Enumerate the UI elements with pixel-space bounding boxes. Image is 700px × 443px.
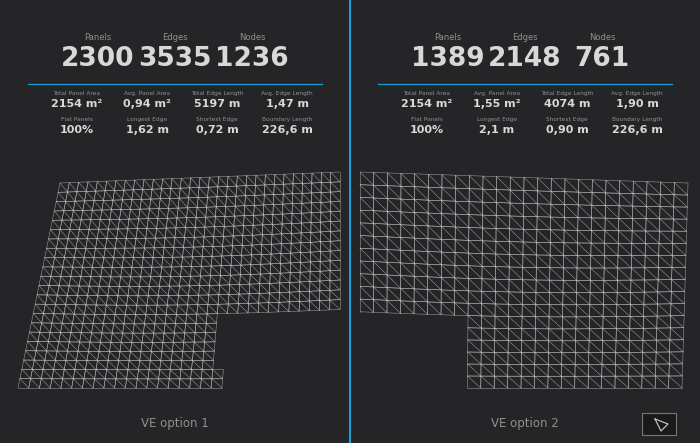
Bar [642,413,676,435]
Text: 5197 m: 5197 m [194,99,240,109]
Text: 0,72 m: 0,72 m [195,125,239,135]
Text: Nodes: Nodes [589,33,615,42]
Text: 0,94 m²: 0,94 m² [123,99,171,109]
Text: Shortest Edge: Shortest Edge [546,117,588,122]
Text: Avg. Panel Area: Avg. Panel Area [124,91,170,96]
Text: 761: 761 [575,46,629,72]
Text: Boundary Length: Boundary Length [262,117,312,122]
Text: Nodes: Nodes [239,33,265,42]
Text: VE option 1: VE option 1 [141,416,209,430]
Text: 1,90 m: 1,90 m [615,99,659,109]
Text: Shortest Edge: Shortest Edge [196,117,238,122]
Text: 0,90 m: 0,90 m [545,125,589,135]
Text: 226,6 m: 226,6 m [612,125,662,135]
Text: 100%: 100% [60,125,94,135]
Text: Total Panel Area: Total Panel Area [53,91,101,96]
Text: 1,47 m: 1,47 m [265,99,309,109]
Text: Avg. Edge Length: Avg. Edge Length [261,91,313,96]
Text: 226,6 m: 226,6 m [262,125,312,135]
Text: Total Panel Area: Total Panel Area [403,91,451,96]
Text: 2154 m²: 2154 m² [401,99,453,109]
Text: 2154 m²: 2154 m² [51,99,103,109]
Text: 1,62 m: 1,62 m [125,125,169,135]
Text: Avg. Edge Length: Avg. Edge Length [611,91,663,96]
Text: 1389: 1389 [411,46,485,72]
Text: VE option 2: VE option 2 [491,416,559,430]
Text: 4074 m: 4074 m [544,99,590,109]
Text: Panels: Panels [435,33,461,42]
Text: Longest Edge: Longest Edge [127,117,167,122]
Text: 1,55 m²: 1,55 m² [473,99,521,109]
Text: Flat Panels: Flat Panels [61,117,93,122]
Text: Edges: Edges [162,33,188,42]
Text: Total Edge Length: Total Edge Length [190,91,244,96]
Text: 2148: 2148 [489,46,561,72]
Text: 1236: 1236 [215,46,289,72]
Text: Total Edge Length: Total Edge Length [540,91,594,96]
Text: Longest Edge: Longest Edge [477,117,517,122]
Text: Edges: Edges [512,33,538,42]
Text: Avg. Panel Area: Avg. Panel Area [474,91,520,96]
Text: 2,1 m: 2,1 m [480,125,514,135]
Text: 100%: 100% [410,125,444,135]
Text: Boundary Length: Boundary Length [612,117,662,122]
Text: 3535: 3535 [139,46,211,72]
Text: 2300: 2300 [62,46,134,72]
Text: Panels: Panels [85,33,111,42]
Text: Flat Panels: Flat Panels [411,117,443,122]
